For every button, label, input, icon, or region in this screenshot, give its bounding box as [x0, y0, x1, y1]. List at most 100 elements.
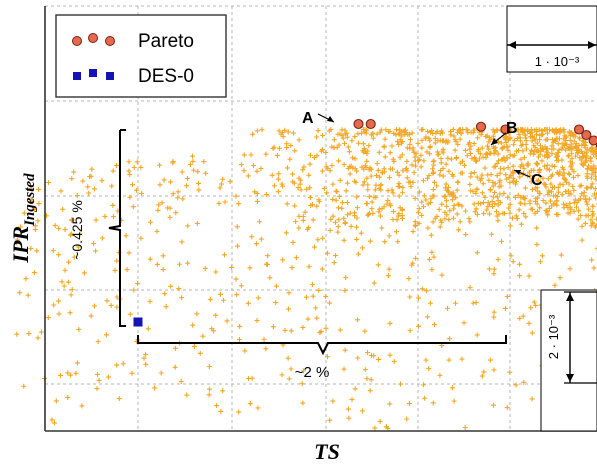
cloud-point — [362, 367, 368, 373]
cloud-point — [291, 180, 297, 186]
cloud-point — [147, 256, 153, 262]
cloud-point — [51, 302, 57, 308]
cloud-point — [325, 165, 331, 171]
cloud-point — [214, 403, 220, 409]
cloud-point — [526, 320, 532, 326]
cloud-point — [99, 235, 105, 241]
cloud-point — [441, 138, 447, 144]
cloud-point — [593, 176, 597, 182]
cloud-point — [306, 172, 312, 178]
cloud-point — [160, 253, 166, 259]
cloud-point — [263, 192, 269, 198]
cloud-point — [495, 139, 501, 145]
cloud-point — [211, 328, 217, 334]
cloud-point — [385, 188, 391, 194]
cloud-point — [551, 146, 557, 152]
cloud-point — [339, 205, 345, 211]
cloud-point — [434, 129, 440, 135]
cloud-point — [585, 213, 591, 219]
cloud-point — [220, 297, 226, 303]
cloud-point — [293, 255, 299, 261]
cloud-point — [184, 183, 190, 189]
cloud-point — [285, 306, 291, 312]
cloud-point — [480, 181, 486, 187]
cloud-point — [390, 190, 396, 196]
cloud-point — [347, 149, 353, 155]
cloud-point — [537, 152, 543, 158]
cloud-point — [367, 238, 373, 244]
cloud-point — [234, 292, 240, 298]
cloud-point — [314, 203, 320, 209]
cloud-point — [305, 316, 311, 322]
cloud-point — [514, 148, 520, 154]
cloud-point — [246, 376, 252, 382]
cloud-point — [404, 175, 410, 181]
y-scale-label: 2 · 10⁻³ — [546, 314, 561, 359]
cloud-point — [425, 314, 431, 320]
cloud-point — [472, 209, 478, 215]
cloud-point — [163, 304, 169, 310]
cloud-point — [361, 179, 367, 185]
cloud-point — [566, 181, 572, 187]
cloud-point — [365, 182, 371, 188]
cloud-point — [532, 144, 538, 150]
cloud-point — [387, 175, 393, 181]
cloud-point — [301, 164, 307, 170]
cloud-point — [129, 370, 135, 376]
cloud-point — [534, 140, 540, 146]
cloud-point — [254, 318, 260, 324]
cloud-point — [102, 213, 108, 219]
cloud-point — [537, 137, 543, 143]
cloud-point — [444, 203, 450, 209]
cloud-point — [354, 317, 360, 323]
cloud-point — [477, 151, 483, 157]
cloud-point — [427, 137, 433, 143]
cloud-point — [434, 183, 440, 189]
cloud-point — [300, 167, 306, 173]
cloud-point — [474, 332, 480, 338]
cloud-point — [265, 253, 271, 259]
cloud-point — [369, 199, 375, 205]
cloud-point — [138, 164, 144, 170]
cloud-point — [387, 150, 393, 156]
cloud-point — [510, 259, 516, 265]
cloud-point — [374, 131, 380, 137]
cloud-point — [29, 198, 35, 204]
cloud-point — [527, 200, 533, 206]
cloud-point — [592, 186, 597, 192]
cloud-point — [365, 187, 371, 193]
cloud-point — [287, 156, 293, 162]
cloud-point — [445, 155, 451, 161]
cloud-point — [255, 405, 261, 411]
cloud-point — [495, 151, 501, 157]
cloud-point — [542, 144, 548, 150]
cloud-point — [217, 185, 223, 191]
cloud-point — [364, 376, 370, 382]
cloud-point — [316, 197, 322, 203]
x-scale-label: 1 · 10⁻³ — [535, 54, 580, 69]
cloud-point — [426, 173, 432, 179]
cloud-point — [197, 350, 203, 356]
cloud-point — [403, 130, 409, 136]
cloud-point — [390, 217, 396, 223]
cloud-point — [254, 168, 260, 174]
cloud-point — [286, 290, 292, 296]
cloud-point — [328, 127, 334, 133]
cloud-point — [589, 257, 595, 263]
cloud-point — [474, 174, 480, 180]
cloud-point — [273, 300, 279, 306]
cloud-point — [583, 139, 589, 145]
cloud-point — [203, 170, 209, 176]
cloud-point — [439, 130, 445, 136]
cloud-point — [300, 400, 306, 406]
cloud-point — [290, 239, 296, 245]
cloud-point — [32, 206, 38, 212]
cloud-point — [276, 171, 282, 177]
cloud-point — [62, 227, 68, 233]
cloud-point — [299, 381, 305, 387]
cloud-point — [426, 256, 432, 262]
cloud-point — [523, 146, 529, 152]
cloud-point — [217, 291, 223, 297]
cloud-point — [218, 181, 224, 187]
cloud-point — [471, 127, 477, 133]
